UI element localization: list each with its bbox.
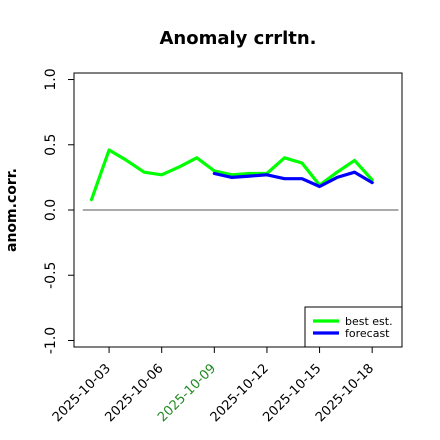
y-tick-label: -0.5: [43, 262, 59, 289]
y-tick-label: 1.0: [43, 68, 59, 90]
legend-label: forecast: [345, 327, 390, 340]
legend-label: best est.: [345, 315, 393, 328]
plot-area: -1.0-0.50.00.51.02025-10-032025-10-06202…: [43, 68, 403, 425]
y-axis-label: anom.corr.: [4, 168, 20, 252]
legend-box: [304, 306, 403, 348]
y-tick-label: 0.0: [43, 199, 59, 221]
y-tick-label: 0.5: [43, 134, 59, 156]
y-tick-label: -1.0: [43, 327, 59, 354]
series-line-best-est: [89, 148, 374, 202]
series-line-forecast: [212, 170, 374, 189]
chart-title: Anomaly crrltn.: [159, 28, 316, 49]
